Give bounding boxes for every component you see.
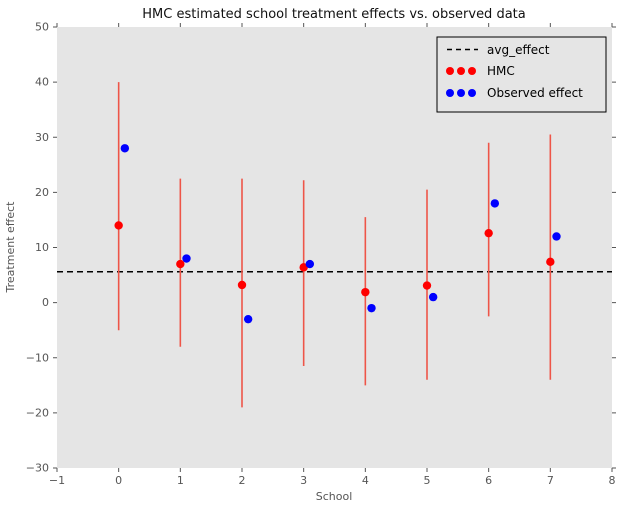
observed-point <box>305 259 315 269</box>
y-tick-label: −30 <box>26 462 49 475</box>
x-tick-label: 1 <box>177 474 184 487</box>
x-tick-label: 7 <box>547 474 554 487</box>
y-tick-label: −10 <box>26 351 49 364</box>
observed-point <box>490 199 500 208</box>
legend-observed-dot-icon <box>446 89 454 97</box>
legend-label-avg-effect: avg_effect <box>487 43 550 57</box>
legend-label-observed: Observed effect <box>487 86 583 100</box>
legend-hmc-dot-icon <box>446 67 454 75</box>
hmc-point <box>299 263 308 272</box>
chart-title: HMC estimated school treatment effects v… <box>142 7 525 22</box>
y-tick-label: 0 <box>42 296 49 309</box>
observed-point <box>367 303 376 313</box>
x-tick-label: −1 <box>49 474 65 487</box>
legend-observed-dot-icon <box>457 89 465 97</box>
hmc-point <box>422 281 432 290</box>
x-tick-label: 0 <box>115 474 122 487</box>
observed-point <box>243 314 253 324</box>
x-tick-label: 6 <box>485 474 492 487</box>
x-tick-label: 4 <box>362 474 369 487</box>
hmc-point <box>361 287 370 297</box>
y-tick-label: 20 <box>35 186 49 199</box>
legend-hmc-dot-icon <box>468 67 476 75</box>
hmc-point <box>546 257 555 267</box>
y-tick-label: −20 <box>26 406 49 419</box>
y-tick-label: 50 <box>35 21 49 34</box>
observed-point <box>182 254 191 263</box>
legend-hmc-dot-icon <box>457 67 465 75</box>
y-tick-label: 30 <box>35 131 49 144</box>
hmc-point <box>176 259 185 269</box>
x-tick-label: 2 <box>239 474 246 487</box>
legend-observed-dot-icon <box>468 89 476 97</box>
x-tick-label: 8 <box>609 474 616 487</box>
hmc-point <box>237 280 247 290</box>
y-tick-label: 10 <box>35 241 49 254</box>
legend: avg_effect HMC Observed effect <box>436 36 607 113</box>
observed-point <box>428 292 438 302</box>
observed-point <box>552 232 561 241</box>
y-axis-label: Treatment effect <box>4 201 17 294</box>
y-tick-label: 40 <box>35 76 49 89</box>
x-tick-label: 5 <box>424 474 431 487</box>
legend-label-hmc: HMC <box>487 64 515 78</box>
plot-content <box>57 82 612 408</box>
x-axis-label: School <box>316 490 353 503</box>
observed-point <box>120 144 130 153</box>
x-tick-label: 3 <box>300 474 307 487</box>
hmc-point <box>484 228 493 238</box>
hmc-point <box>114 221 123 230</box>
